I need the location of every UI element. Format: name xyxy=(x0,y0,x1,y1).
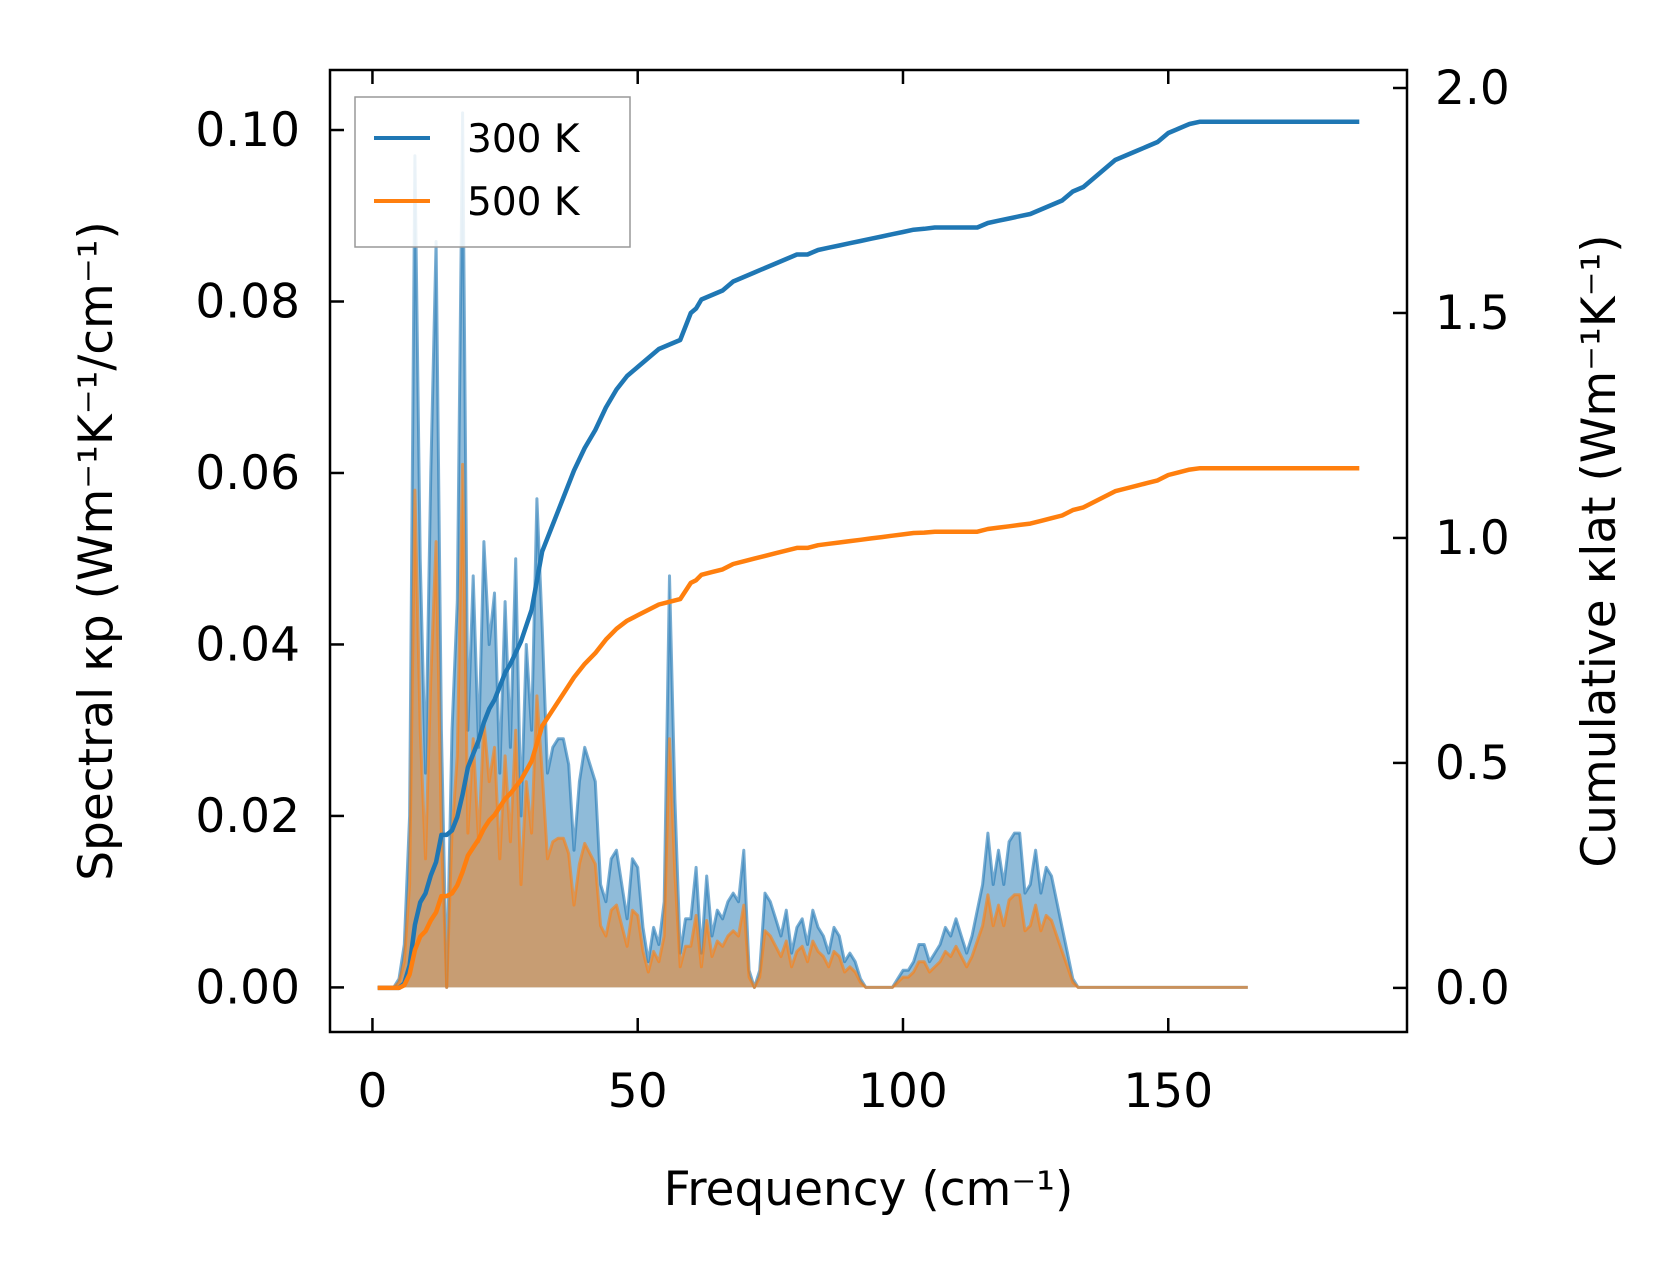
y-tick-label-left: 0.08 xyxy=(195,274,300,329)
y-tick-label-right: 1.0 xyxy=(1435,511,1510,566)
legend: 300 K 500 K xyxy=(354,96,631,248)
y-axis-label-left: Spectral κp (Wm⁻¹K⁻¹/cm⁻¹) xyxy=(69,221,124,881)
cumulative-line-300k xyxy=(377,119,1360,991)
y-tick-label-right: 2.0 xyxy=(1435,61,1510,116)
y-tick-label-right: 0.5 xyxy=(1435,736,1510,791)
legend-label-500k: 500 K xyxy=(467,180,581,225)
y-tick-label-left: 0.10 xyxy=(195,103,300,158)
x-tick-label: 150 xyxy=(1123,1064,1213,1119)
y-tick-label-left: 0.02 xyxy=(195,789,300,844)
x-tick-label: 0 xyxy=(357,1064,387,1119)
cumulative-lines xyxy=(377,119,1360,991)
spectral-fill-areas xyxy=(377,111,1248,989)
spectral-area-500k xyxy=(377,464,1248,988)
axis-ticks: 0 50 100 150 0.00 0.02 0.04 0.06 0.08 0.10 0.0 0.5 1… xyxy=(195,61,1509,1119)
x-axis-label: Frequency (cm⁻¹) xyxy=(664,1162,1074,1217)
x-tick-label: 100 xyxy=(858,1064,948,1119)
y-tick-label-left: 0.06 xyxy=(195,446,300,501)
y-axis-label-right: Cumulative κlat (Wm⁻¹K⁻¹) xyxy=(1572,234,1627,867)
x-tick-label: 50 xyxy=(608,1064,668,1119)
plot-frame xyxy=(328,68,1409,1034)
y-tick-label-left: 0.04 xyxy=(195,617,300,672)
legend-box xyxy=(354,96,631,248)
y-tick-label-right: 0.0 xyxy=(1435,961,1510,1016)
cumulative-line-500k xyxy=(377,465,1360,991)
spectral-line-500k xyxy=(377,462,1248,989)
y-tick-label-left: 0.00 xyxy=(195,960,300,1015)
legend-label-300k: 300 K xyxy=(467,117,581,162)
y-tick-label-right: 1.5 xyxy=(1435,286,1510,341)
